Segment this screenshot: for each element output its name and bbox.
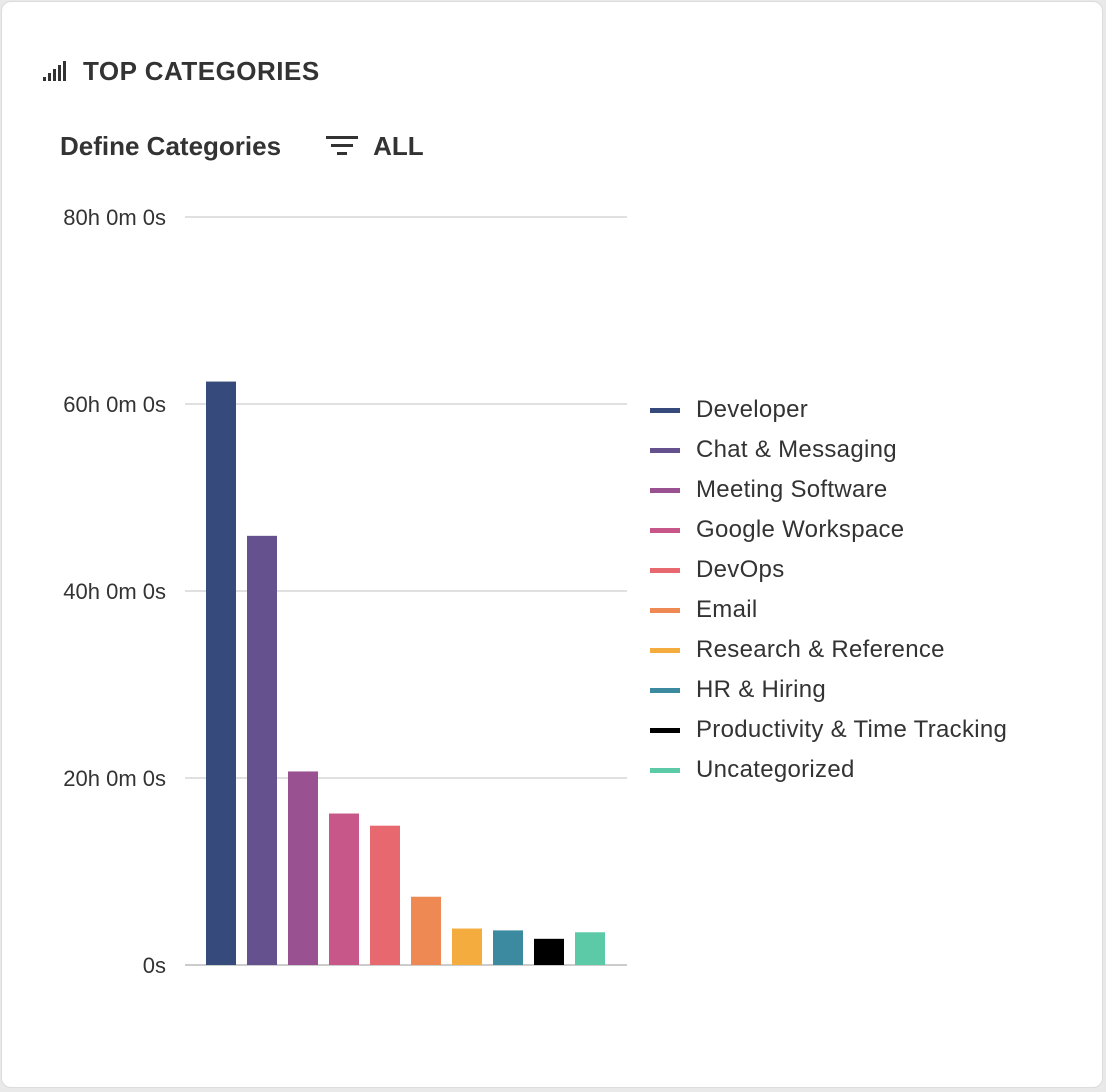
bar-chat-messaging[interactable] (247, 535, 277, 965)
legend-label: DevOps (696, 556, 785, 583)
legend-item[interactable]: HR & Hiring (650, 670, 1007, 710)
bar-meeting-software[interactable] (288, 771, 318, 965)
bar-developer[interactable] (206, 381, 236, 965)
chart-toolbar: Define Categories ALL (60, 126, 424, 166)
y-tick-label: 80h 0m 0s (63, 205, 166, 230)
legend-item[interactable]: Meeting Software (650, 470, 1007, 510)
legend-label: Chat & Messaging (696, 436, 897, 463)
y-tick-label: 40h 0m 0s (63, 579, 166, 604)
signal-bars-icon (43, 61, 73, 81)
y-tick-label: 20h 0m 0s (63, 766, 166, 791)
bar-research-reference[interactable] (452, 928, 482, 965)
bar-uncategorized[interactable] (575, 932, 605, 965)
legend-swatch (650, 607, 680, 613)
chart-legend: Developer Chat & Messaging Meeting Softwar… (650, 390, 1007, 790)
legend-label: Email (696, 596, 758, 623)
legend-label: Google Workspace (696, 516, 905, 543)
legend-item[interactable]: Chat & Messaging (650, 430, 1007, 470)
filter-label: ALL (373, 130, 424, 161)
legend-swatch (650, 447, 680, 453)
y-tick-label: 0s (143, 953, 166, 978)
legend-label: Uncategorized (696, 756, 855, 783)
legend-item[interactable]: Productivity & Time Tracking (650, 710, 1007, 750)
legend-item[interactable]: Research & Reference (650, 630, 1007, 670)
y-tick-label: 60h 0m 0s (63, 392, 166, 417)
card-header: TOP CATEGORIES (43, 54, 320, 88)
legend-swatch (650, 487, 680, 493)
filter-icon (325, 133, 359, 159)
legend-swatch (650, 567, 680, 573)
legend-swatch (650, 687, 680, 693)
define-categories-button[interactable]: Define Categories (60, 130, 282, 161)
card-title: TOP CATEGORIES (83, 55, 320, 86)
legend-item[interactable]: Developer (650, 390, 1007, 430)
legend-label: Productivity & Time Tracking (696, 716, 1008, 743)
legend-swatch (650, 727, 680, 733)
legend-label: Meeting Software (696, 476, 888, 503)
legend-label: Developer (696, 396, 809, 423)
bar-devops[interactable] (370, 825, 400, 965)
legend-item[interactable]: DevOps (650, 550, 1007, 590)
legend-swatch (650, 527, 680, 533)
legend-label: Research & Reference (696, 636, 945, 663)
bar-productivity-time-tracking[interactable] (534, 938, 564, 965)
bar-email[interactable] (411, 896, 441, 965)
legend-swatch (650, 767, 680, 773)
legend-label: HR & Hiring (696, 676, 826, 703)
legend-item[interactable]: Email (650, 590, 1007, 630)
filter-button[interactable]: ALL (325, 131, 424, 162)
legend-swatch (650, 647, 680, 653)
bar-hr-hiring[interactable] (493, 930, 523, 965)
legend-item[interactable]: Google Workspace (650, 510, 1007, 550)
bar-google-workspace[interactable] (329, 813, 359, 965)
legend-swatch (650, 407, 680, 413)
legend-item[interactable]: Uncategorized (650, 750, 1007, 790)
